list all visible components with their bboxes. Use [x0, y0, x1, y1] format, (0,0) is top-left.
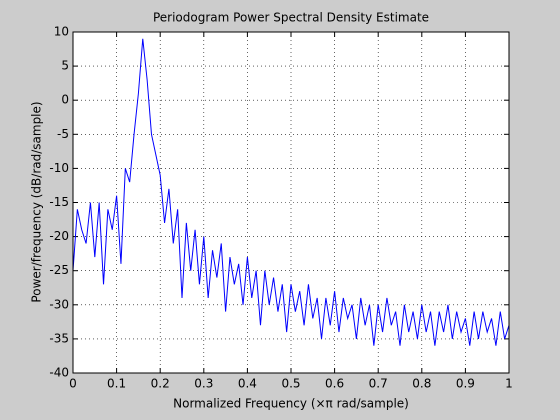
plot-area: [73, 32, 509, 373]
y-axis-label: Power/frequency (dB/rad/sample): [30, 101, 44, 302]
x-tick-label: 0.1: [107, 377, 126, 391]
y-tick-label: -5: [57, 127, 69, 141]
y-tick-label: 5: [61, 59, 69, 73]
x-tick-label: 0.5: [281, 377, 300, 391]
x-tick-label: 1: [505, 377, 513, 391]
y-tick-label: 10: [54, 25, 69, 39]
y-tick-label: -25: [49, 263, 69, 277]
y-tick-label: -30: [49, 297, 69, 311]
y-tick-label: -10: [49, 161, 69, 175]
x-tick-label: 0.2: [151, 377, 170, 391]
y-tick-label: -40: [49, 366, 69, 380]
y-tick-label: -15: [49, 195, 69, 209]
chart-title: Periodogram Power Spectral Density Estim…: [153, 11, 429, 25]
x-tick-label: 0.6: [325, 377, 344, 391]
y-tick-label: -35: [49, 331, 69, 345]
x-tick-label: 0: [69, 377, 77, 391]
x-tick-label: 0.9: [456, 377, 475, 391]
y-tick-label: 0: [61, 93, 69, 107]
x-tick-label: 0.4: [238, 377, 257, 391]
y-tick-label: -20: [49, 229, 69, 243]
x-tick-label: 0.8: [412, 377, 431, 391]
x-tick-label: 0.7: [369, 377, 388, 391]
x-tick-label: 0.3: [194, 377, 213, 391]
data-line: [72, 38, 510, 346]
x-axis-label: Normalized Frequency (×π rad/sample): [173, 397, 409, 411]
axes-frame: [72, 31, 510, 374]
